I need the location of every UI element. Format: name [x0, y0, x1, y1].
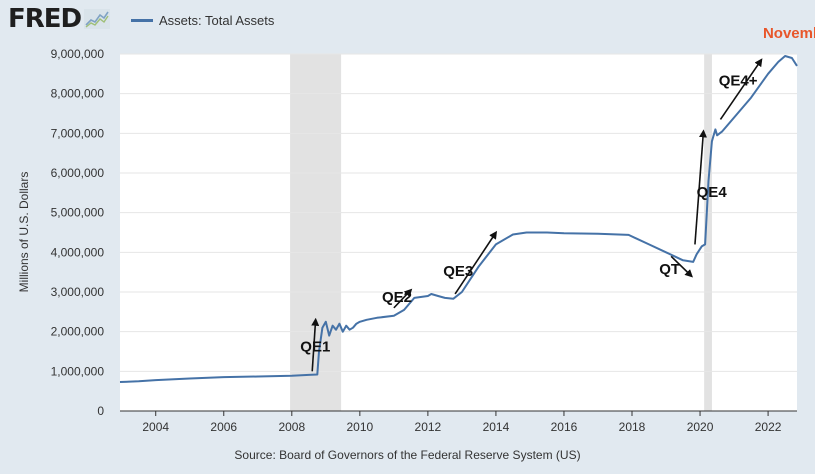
plot-area: [120, 54, 797, 411]
y-tick-label: 6,000,000: [51, 166, 105, 180]
y-tick-label: 5,000,000: [51, 206, 105, 220]
annotation-arrow: [454, 230, 498, 295]
x-tick-label: 2014: [483, 420, 510, 434]
y-axis: 0 1,000,000 2,000,000 3,000,000 4,000,000 5,0…: [51, 47, 105, 418]
x-tick-label: 2018: [619, 420, 646, 434]
x-axis: 2004 2006 2008 2010 2012 2014 2016 2018 2020 2022: [142, 411, 782, 434]
x-tick-label: 2004: [142, 420, 169, 434]
phase-annotation: QE1: [300, 339, 330, 356]
line-chart-icon: [84, 9, 111, 29]
y-tick-label: 2,000,000: [51, 325, 105, 339]
annotation-labels: QE1 QE2 QE3 QT QE4 QE4+ November 2022: [300, 25, 815, 355]
recession-band: [290, 54, 342, 411]
annotation-arrow: [694, 129, 707, 245]
x-tick-label: 2008: [278, 420, 305, 434]
series-layer: [119, 55, 798, 383]
date-annotation: November 2022: [763, 25, 815, 42]
annotation-arrows: [311, 58, 763, 372]
x-tick-label: 2012: [415, 420, 442, 434]
annotation-arrow: [311, 317, 320, 372]
phase-annotation: QE4: [697, 184, 728, 201]
x-tick-label: 2016: [551, 420, 578, 434]
logo-text: FRED: [8, 4, 82, 34]
x-tick-label: 2010: [346, 420, 373, 434]
x-tick-label: 2022: [755, 420, 782, 434]
y-tick-label: 3,000,000: [51, 285, 105, 299]
recession-band: [704, 54, 712, 411]
series-line-total-assets: [119, 55, 798, 383]
phase-annotation: QE2: [382, 289, 412, 306]
gridlines: [120, 53, 797, 412]
fred-logo[interactable]: FRED: [8, 4, 111, 34]
y-tick-label: 0: [97, 404, 104, 418]
y-tick-label: 1,000,000: [51, 364, 105, 378]
y-axis-label: Millions of U.S. Dollars: [17, 172, 31, 293]
y-tick-label: 7,000,000: [51, 126, 105, 140]
annotation-arrow: [719, 58, 763, 120]
y-tick-label: 9,000,000: [51, 47, 105, 61]
annotation-arrow: [670, 255, 693, 278]
legend-label: Assets: Total Assets: [159, 13, 275, 28]
annotation-arrow: [393, 288, 413, 309]
source-note: Source: Board of Governors of the Federa…: [234, 448, 581, 462]
legend-swatch: [131, 19, 153, 22]
recession-shading: [290, 54, 712, 411]
phase-annotation: QE4+: [719, 73, 758, 90]
phase-annotation: QE3: [443, 263, 473, 280]
chart-legend: Assets: Total Assets: [131, 13, 274, 28]
x-tick-label: 2020: [687, 420, 714, 434]
x-tick-label: 2006: [210, 420, 237, 434]
y-tick-label: 8,000,000: [51, 87, 105, 101]
y-tick-label: 4,000,000: [51, 245, 105, 259]
phase-annotation: QT: [659, 261, 680, 278]
